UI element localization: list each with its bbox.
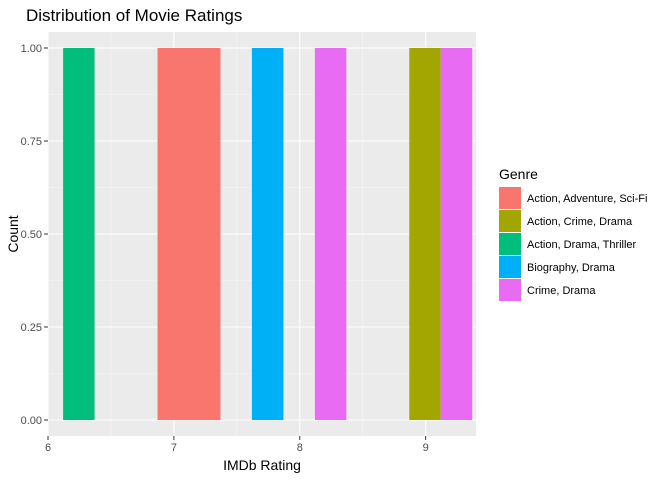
x-axis-title: IMDb Rating [223,457,301,473]
histogram-bar [157,48,221,420]
histogram-bar [314,48,347,420]
chart-title: Distribution of Movie Ratings [26,6,242,25]
y-tick-label: 0.50 [21,229,42,241]
legend-title: Genre [499,166,538,182]
histogram-bar [409,48,441,420]
y-axis-title: Count [5,215,21,252]
histogram-bar [440,48,473,420]
y-axis: 0.00 0.25 0.50 0.75 1.00 [21,43,48,427]
legend: Genre Action, Adventure, Sci-Fi Action, C… [499,166,647,301]
x-tick-label: 7 [171,442,177,454]
legend-label: Biography, Drama [527,262,616,274]
y-tick-label: 0.75 [21,136,42,148]
x-tick-label: 6 [45,442,51,454]
y-tick-label: 0.00 [21,415,42,427]
legend-label: Action, Drama, Thriller [527,239,637,251]
legend-label: Action, Crime, Drama [527,216,633,228]
x-tick-label: 8 [297,442,303,454]
x-axis: 6 7 8 9 [45,436,429,454]
legend-label: Crime, Drama [527,285,596,297]
legend-swatch [499,256,521,278]
legend-swatch [499,233,521,255]
histogram-bar [63,48,95,420]
legend-swatch [499,210,521,232]
x-tick-label: 9 [423,442,429,454]
y-tick-label: 0.25 [21,322,42,334]
legend-label: Action, Adventure, Sci-Fi [527,193,647,205]
legend-swatch [499,187,521,209]
histogram-bar [251,48,284,420]
bars-layer [63,48,473,420]
legend-swatch [499,279,521,301]
y-tick-label: 1.00 [21,43,42,55]
